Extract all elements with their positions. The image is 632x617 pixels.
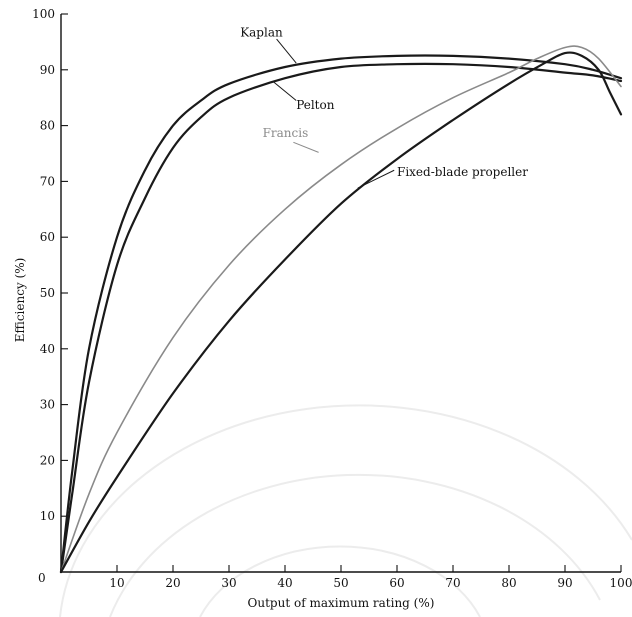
x-tick-label-100: 100 — [610, 576, 632, 590]
kaplan-label: Kaplan — [240, 25, 283, 39]
x-tick-label-30: 30 — [221, 576, 236, 590]
watermark — [59, 404, 632, 617]
y-axis-title: Efficiency (%) — [13, 258, 27, 343]
series-annotations: Kaplan Pelton Francis Fixed-blade propeller — [240, 25, 528, 189]
y-tick-label-50: 50 — [40, 286, 55, 300]
x-ticks: 10 20 30 40 50 60 70 80 90 100 — [60, 565, 632, 590]
kaplan-leader — [276, 38, 297, 64]
y-tick-label-60: 60 — [40, 230, 55, 244]
x-tick-label-20: 20 — [165, 576, 180, 590]
pelton-curve — [59, 62, 623, 574]
x-axis-title: Output of maximum rating (%) — [248, 596, 435, 610]
francis-curve — [60, 45, 622, 573]
x-tick-label-60: 60 — [389, 576, 404, 590]
francis-leader — [293, 141, 319, 153]
y-tick-label-10: 10 — [40, 509, 55, 523]
y-tick-label-20: 20 — [40, 453, 55, 467]
y-tick-label-90: 90 — [40, 63, 55, 77]
francis-label: Francis — [263, 126, 309, 140]
fixed-blade-propeller-label: Fixed-blade propeller — [397, 165, 528, 179]
x-tick-label-10: 10 — [109, 576, 124, 590]
kaplan-curve — [59, 54, 623, 574]
y-tick-label-100: 100 — [32, 7, 55, 21]
x-tick-label-40: 40 — [277, 576, 292, 590]
x-tick-label-70: 70 — [445, 576, 460, 590]
pelton-leader — [273, 81, 297, 101]
fixed-blade-propeller-leader — [357, 169, 395, 189]
origin-tick-label: 0 — [38, 571, 46, 585]
y-tick-label-70: 70 — [40, 174, 55, 188]
y-tick-label-30: 30 — [40, 398, 55, 412]
fixed-blade-propeller-curve — [59, 51, 623, 574]
y-ticks: 10 20 30 40 50 60 70 80 90 100 — [32, 7, 68, 523]
series-curves — [59, 45, 623, 574]
x-tick-label-50: 50 — [333, 576, 348, 590]
axes — [60, 14, 621, 573]
x-tick-label-90: 90 — [557, 576, 572, 590]
y-tick-label-40: 40 — [40, 342, 55, 356]
y-tick-label-80: 80 — [40, 119, 55, 133]
x-tick-label-80: 80 — [501, 576, 516, 590]
pelton-label: Pelton — [296, 98, 335, 112]
